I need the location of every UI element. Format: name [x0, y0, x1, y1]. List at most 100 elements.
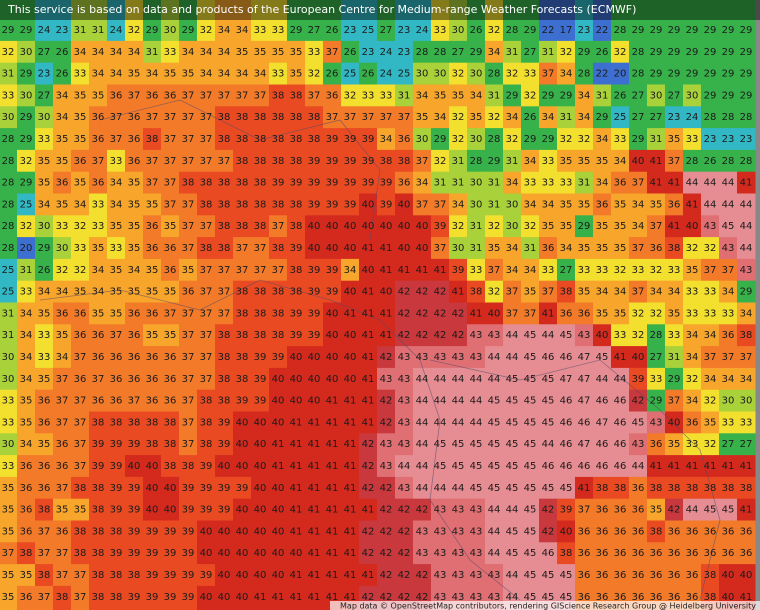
temperature-cell — [197, 520, 216, 543]
temperature-value: 37 — [668, 156, 681, 167]
temperature-cell — [431, 520, 450, 543]
temperature-value: 24 — [380, 47, 393, 58]
temperature-value: 41 — [416, 265, 429, 276]
temperature-value: 36 — [20, 505, 33, 516]
temperature-cell — [647, 193, 666, 216]
temperature-cell — [125, 62, 144, 85]
temperature-value: 41 — [272, 461, 285, 472]
temperature-value: 41 — [326, 505, 339, 516]
temperature-value: 46 — [596, 439, 609, 450]
temperature-value: 45 — [470, 483, 483, 494]
temperature-value: 32 — [578, 134, 591, 145]
temperature-cell — [215, 149, 234, 173]
temperature-cell — [611, 542, 630, 565]
temperature-value: 31 — [488, 199, 501, 210]
temperature-cell — [413, 171, 432, 194]
temperature-cell — [107, 585, 126, 610]
temperature-cell — [575, 84, 594, 107]
temperature-value: 35 — [614, 221, 627, 232]
temperature-value: 30 — [416, 134, 429, 145]
temperature-value: 35 — [2, 592, 15, 603]
temperature-cell — [521, 302, 540, 325]
temperature-cell — [17, 476, 36, 500]
temperature-value: 33 — [542, 156, 555, 167]
temperature-cell — [233, 585, 252, 610]
temperature-value: 38 — [254, 287, 267, 298]
temperature-cell — [719, 520, 738, 543]
temperature-value: 30 — [452, 25, 465, 36]
temperature-cell — [17, 564, 36, 587]
temperature-cell — [125, 128, 144, 151]
temperature-value: 29 — [506, 90, 519, 101]
temperature-cell — [251, 367, 270, 391]
temperature-cell — [665, 128, 684, 151]
temperature-value: 39 — [200, 505, 213, 516]
temperature-value: 34 — [218, 69, 231, 80]
temperature-cell — [0, 40, 18, 64]
temperature-value: 40 — [398, 221, 411, 232]
temperature-cell — [89, 433, 108, 456]
temperature-value: 41 — [344, 570, 357, 581]
temperature-value: 37 — [506, 308, 519, 319]
border — [99, 99, 381, 241]
temperature-value: 37 — [56, 417, 69, 428]
temperature-cell — [197, 149, 216, 173]
temperature-value: 36 — [110, 352, 123, 363]
temperature-cell — [161, 324, 180, 347]
temperature-value: 24 — [416, 25, 429, 36]
temperature-value: 35 — [56, 156, 69, 167]
temperature-cell — [305, 149, 324, 173]
temperature-cell — [53, 149, 72, 173]
temperature-value: 38 — [668, 243, 681, 254]
temperature-cell — [431, 149, 450, 173]
temperature-cell — [161, 128, 180, 151]
temperature-cell — [287, 237, 306, 260]
temperature-cell — [323, 455, 342, 478]
temperature-cell — [629, 367, 648, 391]
temperature-value: 34 — [506, 265, 519, 276]
temperature-cell — [485, 520, 504, 543]
temperature-value: 38 — [92, 570, 105, 581]
temperature-value: 33 — [632, 265, 645, 276]
temperature-value: 30 — [2, 352, 15, 363]
temperature-value: 36 — [128, 374, 141, 385]
temperature-value: 34 — [236, 69, 249, 80]
temperature-cell — [215, 171, 234, 194]
temperature-value: 36 — [650, 548, 663, 559]
temperature-value: 35 — [164, 330, 177, 341]
temperature-cell — [377, 324, 396, 347]
temperature-cell — [467, 149, 486, 173]
temperature-cell — [125, 0, 144, 42]
temperature-cell — [17, 324, 36, 347]
temperature-cell — [449, 171, 468, 194]
temperature-value: 39 — [362, 156, 375, 167]
temperature-value: 40 — [272, 505, 285, 516]
temperature-value: 39 — [326, 178, 339, 189]
temperature-value: 29 — [524, 25, 537, 36]
temperature-value: 29 — [290, 25, 303, 36]
temperature-cell — [575, 106, 594, 129]
temperature-value: 36 — [146, 308, 159, 319]
temperature-value: 42 — [452, 330, 465, 341]
temperature-value: 40 — [326, 221, 339, 232]
temperature-value: 40 — [272, 374, 285, 385]
temperature-value: 39 — [344, 199, 357, 210]
temperature-cell — [701, 302, 720, 325]
temperature-value: 29 — [722, 25, 735, 36]
temperature-cell — [629, 149, 648, 173]
temperature-cell — [665, 258, 684, 282]
temperature-cell — [665, 171, 684, 194]
temperature-cell — [737, 564, 756, 587]
temperature-cell — [593, 171, 612, 194]
temperature-cell — [269, 476, 288, 500]
temperature-cell — [683, 411, 702, 434]
temperature-cell — [305, 498, 324, 521]
temperature-cell — [431, 40, 450, 64]
temperature-value: 37 — [182, 90, 195, 101]
temperature-value: 23 — [38, 69, 51, 80]
temperature-cell — [323, 302, 342, 325]
temperature-cell — [215, 324, 234, 347]
temperature-cell — [107, 389, 126, 412]
temperature-value: 42 — [398, 592, 411, 603]
temperature-value: 36 — [38, 461, 51, 472]
